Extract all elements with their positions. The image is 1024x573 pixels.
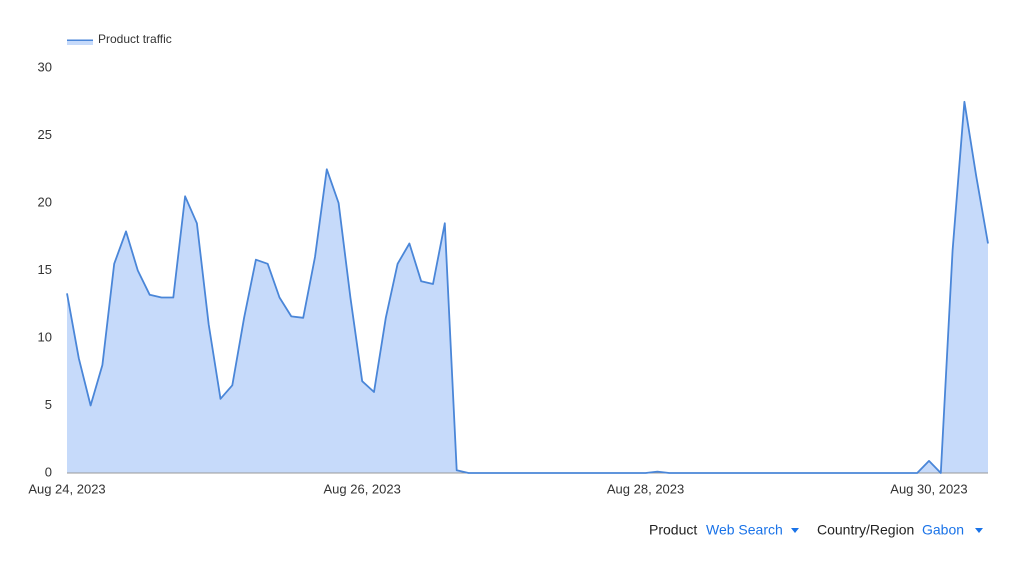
filter-value[interactable]: Web Search — [706, 522, 783, 538]
dropdown-arrow[interactable] — [975, 528, 983, 533]
filter-label: Product — [649, 522, 697, 538]
area-fill — [67, 101, 988, 474]
line — [66, 100, 989, 474]
legend-swatch-fill — [67, 41, 93, 45]
legend-label: Product traffic — [98, 32, 172, 46]
y-tick-label: 20 — [38, 194, 52, 209]
y-tick-label: 15 — [38, 262, 52, 277]
x-tick-label: Aug 24, 2023 — [28, 481, 105, 496]
y-tick-label: 0 — [45, 464, 52, 479]
x-tick-label: Aug 26, 2023 — [324, 481, 401, 496]
dropdown-arrow[interactable] — [791, 528, 799, 533]
y-tick-label: 30 — [38, 59, 52, 74]
y-tick-label: 25 — [38, 127, 52, 142]
x-tick-label: Aug 28, 2023 — [607, 481, 684, 496]
filter-label: Country/Region — [817, 522, 914, 538]
filter-value[interactable]: Gabon — [922, 522, 964, 538]
y-tick-label: 5 — [45, 397, 52, 412]
y-tick-label: 10 — [38, 329, 52, 344]
x-tick-label: Aug 30, 2023 — [890, 481, 967, 496]
